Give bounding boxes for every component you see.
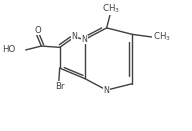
Text: CH$_3$: CH$_3$ [102,2,120,15]
Text: N: N [104,86,110,95]
Text: O: O [34,26,41,35]
Text: HO: HO [2,45,16,54]
Text: N: N [71,32,77,42]
Text: Br: Br [55,82,65,91]
Text: CH$_3$: CH$_3$ [153,30,171,43]
Text: N: N [82,35,88,44]
